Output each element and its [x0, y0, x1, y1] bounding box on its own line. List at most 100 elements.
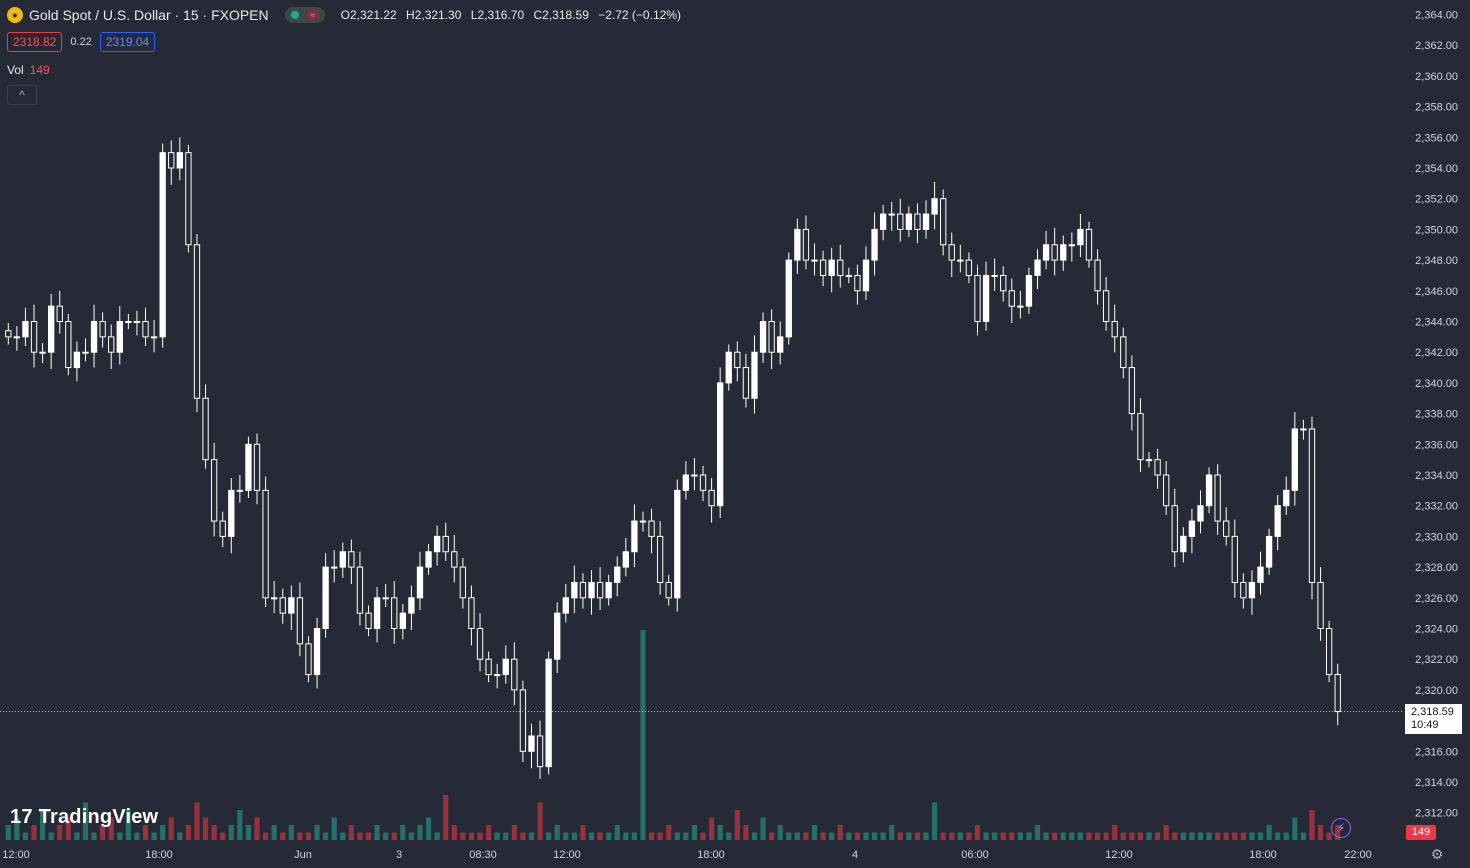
candles[interactable]	[5, 137, 1341, 779]
candle-up[interactable]	[1077, 228, 1084, 246]
candle-up[interactable]	[133, 321, 141, 323]
price-axis[interactable]: 2,312.002,314.002,316.002,318.002,320.00…	[1415, 10, 1458, 820]
candle-up[interactable]	[528, 735, 535, 752]
candle-up[interactable]	[1145, 459, 1153, 462]
candle-up[interactable]	[614, 566, 621, 583]
candle-down[interactable]	[30, 321, 38, 353]
candle-up[interactable]	[1180, 535, 1187, 553]
candle-down[interactable]	[305, 643, 312, 676]
candle-up[interactable]	[150, 336, 158, 339]
candle-up[interactable]	[433, 535, 441, 553]
candle-down[interactable]	[202, 397, 209, 461]
candle-up[interactable]	[622, 551, 629, 568]
candle-up[interactable]	[554, 612, 561, 660]
candle-up[interactable]	[1248, 581, 1256, 599]
candle-down[interactable]	[974, 274, 981, 323]
candle-down[interactable]	[1334, 674, 1341, 713]
candle-up[interactable]	[1197, 505, 1204, 522]
candle-up[interactable]	[408, 597, 415, 614]
candle-down[interactable]	[348, 551, 355, 568]
candle-up[interactable]	[1283, 489, 1290, 507]
candle-down[interactable]	[897, 213, 904, 230]
candle-up[interactable]	[1205, 474, 1213, 507]
candle-up[interactable]	[1265, 535, 1273, 568]
candle-up[interactable]	[828, 259, 835, 276]
market-status-icon[interactable]: ≈	[284, 7, 325, 23]
candle-down[interactable]	[1240, 581, 1247, 599]
candle-down[interactable]	[579, 581, 587, 599]
candle-up[interactable]	[339, 551, 346, 568]
volume-legend[interactable]: Vol 149	[7, 63, 50, 77]
candle-down[interactable]	[768, 321, 775, 353]
candle-up[interactable]	[73, 351, 81, 369]
candle-up[interactable]	[759, 321, 767, 353]
candle-down[interactable]	[99, 321, 106, 338]
candle-up[interactable]	[382, 597, 389, 600]
symbol-title[interactable]: Gold Spot / U.S. Dollar · 15 · FXOPEN	[29, 7, 269, 23]
candle-down[interactable]	[1317, 581, 1324, 630]
candle-down[interactable]	[511, 658, 518, 691]
candle-down[interactable]	[734, 351, 741, 369]
candle-down[interactable]	[279, 597, 286, 614]
candle-up[interactable]	[245, 443, 252, 491]
candle-down[interactable]	[1094, 259, 1101, 292]
candle-down[interactable]	[1223, 520, 1230, 537]
candle-down[interactable]	[193, 244, 201, 399]
candle-up[interactable]	[931, 198, 938, 215]
candle-down[interactable]	[648, 520, 655, 537]
candle-up[interactable]	[982, 274, 990, 323]
candle-down[interactable]	[802, 228, 810, 261]
candle-up[interactable]	[794, 228, 801, 261]
collapse-chevron-icon[interactable]: ^	[7, 85, 37, 105]
candle-up[interactable]	[777, 336, 784, 353]
candle-up[interactable]	[605, 581, 612, 599]
candle-down[interactable]	[1102, 290, 1110, 322]
candle-down[interactable]	[365, 612, 372, 630]
candle-down[interactable]	[391, 597, 398, 629]
buy-button[interactable]: 2319.04	[99, 32, 156, 52]
candle-down[interactable]	[1137, 413, 1144, 461]
candle-up[interactable]	[879, 213, 887, 230]
candle-up[interactable]	[1291, 428, 1298, 491]
candle-up[interactable]	[494, 674, 501, 677]
candle-down[interactable]	[451, 551, 458, 568]
candle-down[interactable]	[656, 535, 664, 583]
candle-down[interactable]	[142, 321, 149, 338]
candle-up[interactable]	[416, 566, 424, 599]
candle-down[interactable]	[1085, 228, 1093, 261]
candle-up[interactable]	[176, 152, 183, 169]
candle-down[interactable]	[1171, 505, 1178, 553]
candle-up[interactable]	[725, 351, 732, 384]
candle-up[interactable]	[562, 597, 569, 614]
candle-down[interactable]	[5, 330, 12, 338]
candle-up[interactable]	[125, 321, 132, 323]
tradingview-logo[interactable]: 17 TradingView	[10, 806, 158, 829]
candle-up[interactable]	[13, 336, 21, 339]
candle-up[interactable]	[116, 321, 123, 353]
candle-up[interactable]	[48, 305, 55, 353]
candle-up[interactable]	[39, 351, 46, 354]
candle-down[interactable]	[1128, 367, 1136, 415]
candle-down[interactable]	[253, 443, 261, 491]
candle-up[interactable]	[888, 213, 895, 216]
candle-up[interactable]	[425, 551, 432, 568]
candle-down[interactable]	[965, 259, 973, 276]
candle-up[interactable]	[1060, 244, 1067, 261]
candle-up[interactable]	[1025, 274, 1033, 307]
candle-down[interactable]	[296, 597, 304, 645]
candle-up[interactable]	[1017, 305, 1024, 308]
candle-down[interactable]	[596, 581, 604, 599]
candle-down[interactable]	[262, 489, 269, 599]
gear-icon[interactable]: ⚙	[1430, 846, 1444, 862]
candle-up[interactable]	[1257, 566, 1264, 583]
candle-up[interactable]	[1068, 244, 1075, 247]
candle-up[interactable]	[691, 474, 698, 477]
candle-down[interactable]	[65, 321, 72, 369]
candle-up[interactable]	[159, 152, 166, 338]
candle-up[interactable]	[682, 474, 690, 491]
candle-up[interactable]	[871, 228, 878, 261]
candle-down[interactable]	[665, 581, 672, 599]
candle-down[interactable]	[1008, 290, 1015, 307]
candle-up[interactable]	[785, 259, 792, 338]
